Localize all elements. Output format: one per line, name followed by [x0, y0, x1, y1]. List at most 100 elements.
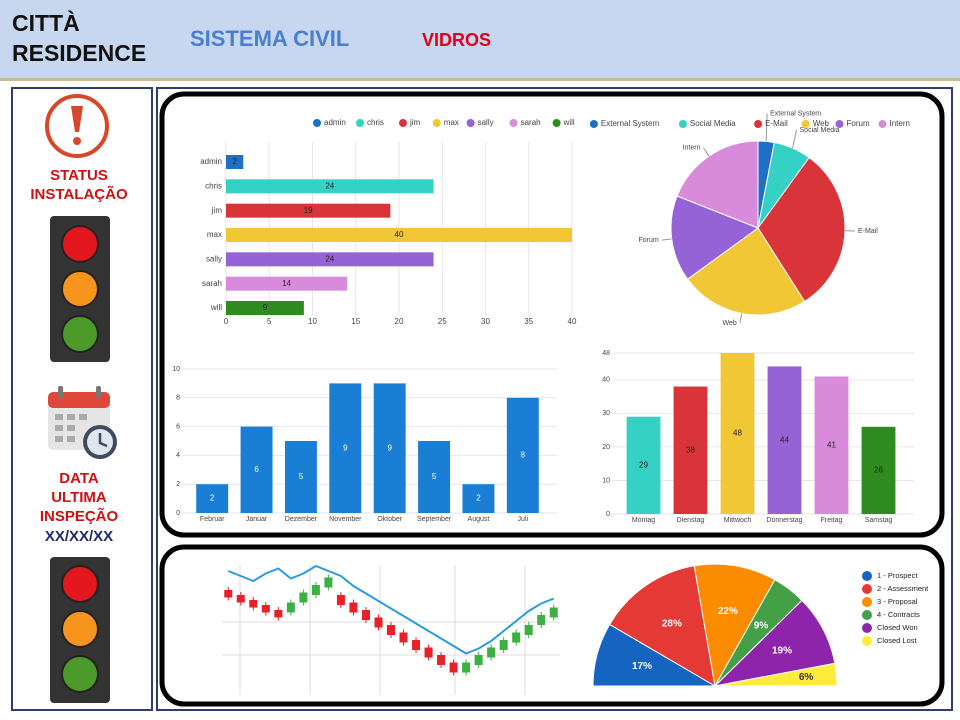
legend-label: 4 - Contracts [877, 610, 920, 619]
legend-label: chris [367, 118, 384, 127]
y-tick-label: 48 [602, 350, 610, 357]
candle-body [324, 577, 333, 588]
x-tick-label: 15 [351, 317, 360, 326]
x-tick-label: 5 [267, 317, 272, 326]
x-tick-label: Dienstag [677, 517, 705, 524]
data-label: 6 [254, 465, 259, 474]
data-label: 9 [387, 443, 392, 452]
legend-swatch [589, 120, 598, 128]
x-tick-label: 20 [395, 317, 404, 326]
legend-label: 3 - Proposal [877, 597, 918, 606]
legend-label: E-Mail [765, 119, 788, 128]
y-tick-label: will [210, 303, 222, 312]
bar [720, 353, 755, 514]
bar [673, 386, 708, 514]
candle-body [549, 607, 558, 618]
legend-label: max [444, 118, 459, 127]
legend-swatch [801, 120, 810, 128]
x-tick-label: Mittwoch [724, 517, 752, 524]
trend-line [227, 564, 555, 655]
candle-body [274, 610, 283, 618]
legend-swatch [862, 571, 872, 581]
y-tick-label: jim [211, 206, 223, 215]
leader-line [739, 313, 743, 324]
data-label: 44 [780, 435, 789, 444]
leader-line [703, 147, 710, 157]
candle-body [236, 595, 245, 603]
data-label: 28% [662, 618, 682, 629]
pie-slice [608, 565, 716, 687]
candle-body [474, 655, 483, 665]
bar [626, 416, 661, 514]
x-tick-label: Donnerstag [766, 517, 802, 524]
slice-label: Web [723, 320, 737, 327]
legend-swatch [835, 120, 844, 128]
candle-body [224, 590, 233, 598]
bar [240, 426, 273, 513]
leader-line [792, 129, 798, 149]
data-label: 5 [432, 472, 437, 481]
bar [373, 383, 406, 513]
pie-slice [686, 227, 806, 316]
candle-body [412, 640, 421, 650]
x-tick-label: Montag [632, 517, 655, 524]
y-tick-label: 20 [602, 444, 610, 451]
x-tick-label: 35 [524, 317, 533, 326]
legend-swatch [509, 119, 518, 127]
legend-label: 2 - Assessment [877, 584, 929, 593]
warning-icon [45, 94, 109, 158]
x-tick-label: Oktober [377, 516, 403, 523]
traffic-light [50, 557, 110, 703]
candle-body [499, 640, 508, 650]
legend-swatch [862, 584, 872, 594]
pie-slice [693, 563, 776, 688]
candle-body [286, 602, 295, 613]
bar [226, 276, 348, 291]
y-tick-label: 0 [176, 510, 180, 517]
candle-body [399, 632, 408, 643]
x-tick-label: 25 [438, 317, 447, 326]
legend-label: Web [813, 119, 830, 128]
bar [462, 484, 495, 513]
bar [196, 484, 229, 513]
data-label: 8 [521, 451, 526, 460]
slice-label: Forum [639, 237, 659, 244]
x-tick-label: Dezember [285, 516, 318, 523]
slice-label: Social Media [800, 127, 840, 134]
x-tick-label: 40 [568, 317, 577, 326]
x-tick-label: Februar [200, 516, 225, 523]
bar [814, 376, 849, 514]
header-title: RESIDENCE [12, 40, 146, 66]
data-label: 19% [772, 646, 792, 657]
data-label: 2 [476, 494, 481, 503]
legend-swatch [862, 623, 872, 633]
legend-label: sally [478, 118, 494, 127]
candle-body [537, 615, 546, 625]
pie-slice [670, 195, 760, 280]
y-tick-label: 0 [606, 511, 610, 518]
x-tick-label: Januar [246, 516, 268, 523]
bar [226, 301, 304, 315]
y-tick-label: 40 [602, 377, 610, 384]
leader-line [765, 113, 768, 142]
legend-swatch [878, 120, 887, 128]
traffic-light [50, 216, 110, 362]
legend-swatch [552, 119, 561, 127]
candle-body [437, 655, 446, 665]
legend-label: External System [601, 119, 660, 128]
legend-label: admin [324, 118, 346, 127]
inspection-label: INSPEÇÃO [40, 507, 119, 525]
bar [861, 426, 896, 514]
x-tick-label: 10 [308, 317, 317, 326]
legend-swatch [313, 119, 321, 127]
data-label: 24 [325, 181, 334, 190]
x-tick-label: 0 [224, 317, 229, 326]
bar [226, 228, 572, 242]
inspection-label: ULTIMA [51, 489, 107, 506]
bar [226, 203, 391, 218]
data-label: 9 [263, 303, 268, 312]
x-tick-label: Freitag [821, 517, 843, 524]
y-tick-label: 2 [176, 481, 180, 488]
data-label: 9% [754, 621, 769, 632]
legend-swatch [862, 610, 872, 620]
